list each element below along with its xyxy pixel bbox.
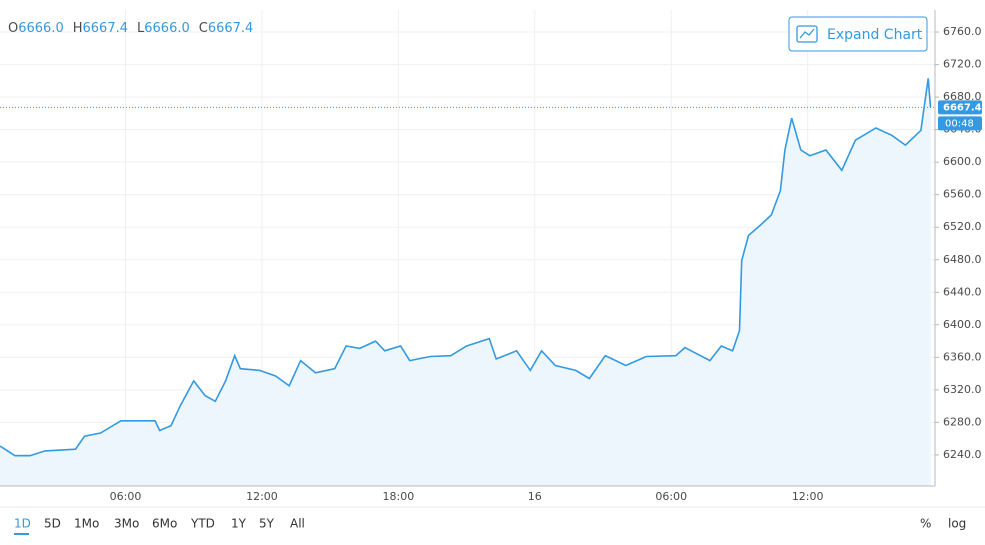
ohlc-legend: O6666.0 H6667.4 L6666.0 C6667.4 — [8, 21, 253, 36]
y-tick-label: 6240.0 — [943, 448, 982, 461]
price-line — [0, 78, 932, 457]
range-button[interactable]: 1D — [14, 517, 31, 531]
x-tick-label: 12:00 — [792, 490, 824, 503]
ohlc-key: C — [199, 21, 208, 36]
range-button[interactable]: 3Mo — [114, 517, 139, 531]
ohlc-value: 6666.0 — [18, 21, 64, 36]
ohlc-key: H — [73, 21, 83, 36]
ohlc-key: L — [137, 21, 145, 36]
ohlc-key: O — [8, 21, 18, 36]
y-tick-label: 6280.0 — [943, 415, 982, 428]
last-price-label: 6667.4 — [943, 102, 982, 113]
icon — [799, 28, 815, 39]
range-button[interactable]: All — [290, 517, 305, 531]
y-tick-label: 6360.0 — [943, 350, 982, 363]
icon — [796, 25, 818, 43]
last-price-badge — [938, 100, 982, 115]
x-tick-label: 06:00 — [655, 490, 687, 503]
y-tick-label: 6320.0 — [943, 383, 982, 396]
x-tick-label: 18:00 — [383, 490, 415, 503]
y-tick-label: 6720.0 — [943, 58, 982, 71]
button-label[interactable]: Expand Chart — [827, 27, 923, 43]
ohlc-value: 6667.4 — [83, 21, 129, 36]
range-button[interactable]: 6Mo — [152, 517, 177, 531]
scale-button[interactable]: log — [948, 517, 966, 531]
ohlc-value: 6666.0 — [144, 21, 190, 36]
range-button[interactable]: 5D — [44, 517, 61, 531]
range-button[interactable]: 1Mo — [74, 517, 99, 531]
countdown-badge — [938, 116, 982, 131]
ohlc-value: 6667.4 — [208, 21, 254, 36]
y-tick-label: 6560.0 — [943, 188, 982, 201]
area — [0, 78, 931, 487]
range-button[interactable]: 1Y — [231, 517, 247, 531]
y-tick-label: 6760.0 — [943, 25, 982, 38]
y-tick-label: 6480.0 — [943, 253, 982, 266]
x-tick-label: 16 — [528, 490, 542, 503]
range-button[interactable]: YTD — [190, 517, 215, 531]
button-frame[interactable] — [788, 16, 928, 52]
range-button[interactable]: 5Y — [259, 517, 275, 531]
scale-button[interactable]: % — [920, 517, 931, 531]
y-tick-label: 6680.0 — [943, 90, 982, 103]
x-tick-label: 06:00 — [110, 490, 142, 503]
x-tick-label: 12:00 — [246, 490, 278, 503]
countdown-label: 00:48 — [945, 118, 974, 129]
y-tick-label: 6440.0 — [943, 285, 982, 298]
y-tick-label: 6520.0 — [943, 220, 982, 233]
expand-chart-button[interactable]: Expand Chart — [788, 16, 928, 52]
y-tick-label: 6600.0 — [943, 155, 982, 168]
y-tick-label: 6400.0 — [943, 318, 982, 331]
